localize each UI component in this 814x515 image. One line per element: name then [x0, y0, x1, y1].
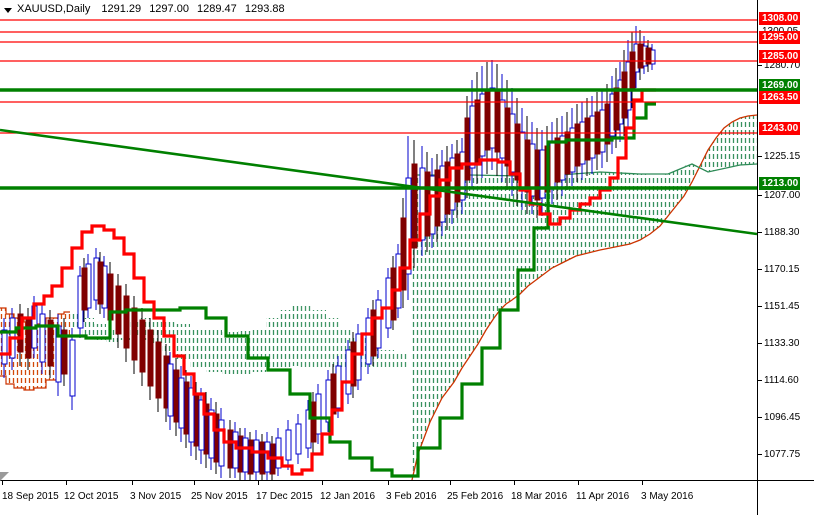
price-tick: 1207.00	[758, 190, 814, 202]
ohlc-high: 1297.00	[149, 3, 189, 15]
price-tick: 1170.15	[758, 264, 814, 276]
cloud-bullish-main	[412, 115, 757, 480]
price-tick: 1188.30	[758, 227, 814, 239]
price-tick: 1280.70	[758, 60, 814, 72]
date-label: 3 May 2016	[641, 491, 694, 502]
date-label: 3 Feb 2016	[386, 491, 437, 502]
chevron-down-icon[interactable]	[4, 7, 12, 13]
price-tick: 1096.45	[758, 412, 814, 424]
senkou-span-a	[411, 114, 757, 480]
price-axis[interactable]: 1280.70 1225.15 1207.00 1188.30 1170.15 …	[757, 0, 814, 497]
date-label: 12 Jan 2016	[320, 491, 376, 502]
chart-plot-area[interactable]	[0, 18, 757, 480]
ohlc-readout: 1291.29 1297.00 1289.47 1293.88	[101, 3, 289, 15]
date-axis[interactable]: 18 Sep 2015 12 Oct 2015 3 Nov 2015 25 No…	[0, 472, 814, 515]
date-label: 12 Oct 2015	[64, 491, 119, 502]
price-label-1263[interactable]: 1263.50	[759, 91, 801, 104]
price-label-1308[interactable]: 1308.00	[759, 12, 801, 25]
price-label-1213[interactable]: 1213.00	[759, 177, 801, 190]
price-label-1269[interactable]: 1269.00	[759, 79, 801, 92]
price-label-1295[interactable]: 1295.00	[759, 31, 801, 44]
price-label-1243[interactable]: 1243.00	[759, 122, 801, 135]
price-tick: 1114.60	[758, 375, 814, 387]
date-label: 17 Dec 2015	[256, 491, 313, 502]
price-tick: 1077.75	[758, 449, 814, 461]
date-label: 3 Nov 2015	[130, 491, 182, 502]
price-tick: 1151.45	[758, 301, 814, 313]
tenkan-sen-line	[0, 88, 656, 476]
date-label: 25 Nov 2015	[191, 491, 248, 502]
ohlc-open: 1291.29	[101, 3, 142, 15]
senkou-span-b	[412, 163, 757, 177]
date-label: 11 Apr 2016	[576, 491, 630, 502]
price-tick: 1133.30	[758, 338, 814, 350]
chart-header: XAUUSD,Daily 1291.29 1297.00 1289.47 129…	[0, 0, 814, 18]
price-label-1285[interactable]: 1285.00	[759, 50, 801, 63]
date-label: 25 Feb 2016	[447, 491, 504, 502]
descending-trendline[interactable]	[0, 128, 757, 236]
axis-corner	[757, 481, 758, 515]
cloud-bullish-a	[70, 312, 150, 342]
symbol-timeframe-label: XAUUSD,Daily	[17, 3, 91, 15]
date-label: 18 Mar 2016	[511, 491, 568, 502]
date-label: 18 Sep 2015	[2, 491, 59, 502]
horizontal-lines-group	[0, 19, 757, 190]
ohlc-low: 1289.47	[197, 3, 237, 15]
ohlc-close: 1293.88	[244, 3, 285, 15]
scroll-shift-icon[interactable]	[0, 472, 9, 481]
price-tick: 1225.15	[758, 151, 814, 163]
cloud-bullish-c	[300, 304, 408, 370]
